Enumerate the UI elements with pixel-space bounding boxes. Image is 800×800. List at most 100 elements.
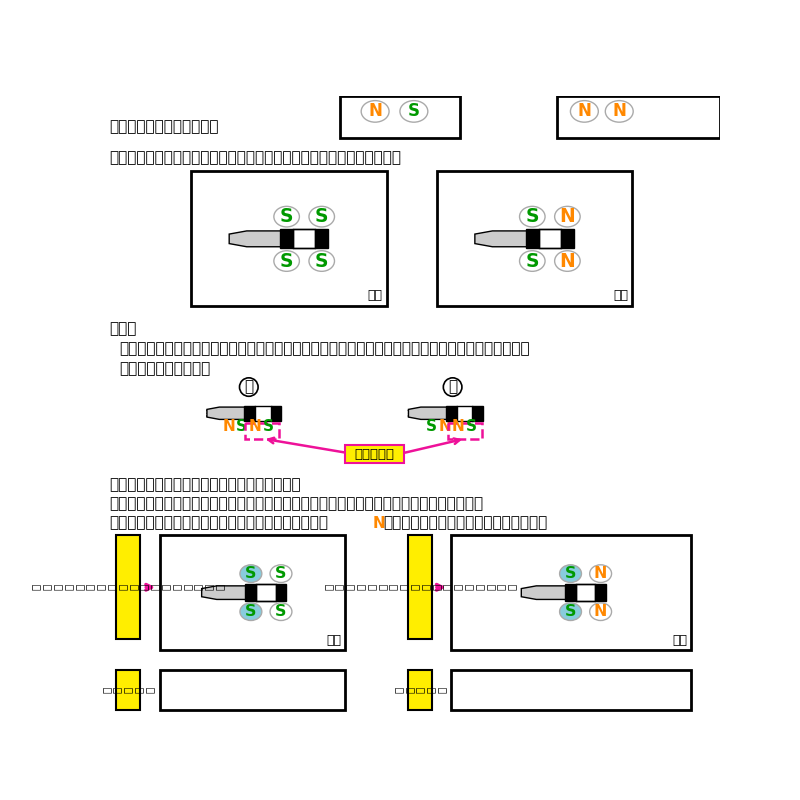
- Text: 鉄板: 鉄板: [673, 634, 687, 646]
- Ellipse shape: [559, 603, 582, 621]
- Text: S: S: [315, 207, 329, 226]
- Ellipse shape: [270, 565, 292, 582]
- Bar: [246, 585, 256, 601]
- Bar: [408, 670, 433, 710]
- Text: N: N: [578, 102, 591, 120]
- Text: 鉄板: 鉄板: [614, 290, 629, 302]
- Polygon shape: [207, 407, 246, 419]
- Ellipse shape: [570, 101, 598, 122]
- Text: S: S: [426, 419, 437, 434]
- Ellipse shape: [309, 250, 334, 271]
- Bar: [255, 406, 270, 421]
- Bar: [576, 585, 595, 601]
- Ellipse shape: [519, 250, 545, 271]
- Bar: [161, 535, 345, 650]
- Bar: [275, 585, 286, 601]
- Text: S: S: [315, 251, 329, 270]
- Text: N: N: [559, 207, 575, 226]
- Text: N: N: [368, 102, 382, 120]
- Ellipse shape: [361, 101, 389, 122]
- Ellipse shape: [590, 565, 611, 582]
- Text: S: S: [275, 566, 286, 581]
- Text: N: N: [594, 604, 607, 619]
- Text: S: S: [262, 419, 274, 434]
- Ellipse shape: [270, 603, 292, 621]
- Bar: [526, 230, 538, 248]
- Ellipse shape: [554, 206, 580, 227]
- Bar: [561, 230, 574, 248]
- Text: N: N: [438, 419, 451, 434]
- Bar: [595, 585, 606, 601]
- Text: 変わらない: 変わらない: [354, 447, 394, 461]
- Ellipse shape: [274, 206, 299, 227]
- Text: わかります。（右図参照）: わかります。（右図参照）: [110, 119, 219, 134]
- Text: S: S: [526, 207, 539, 226]
- Bar: [565, 585, 576, 601]
- Polygon shape: [475, 231, 527, 246]
- Text: S: S: [236, 419, 246, 434]
- Bar: [457, 406, 472, 421]
- Text: N: N: [249, 419, 262, 434]
- Text: （え）のつつは（あ）のつつに対して、つつの右侧の磁石の極は変わりませんが、左侧の磁石の極は: （え）のつつは（あ）のつつに対して、つつの右侧の磁石の極は変わりませんが、左侧の…: [119, 341, 530, 356]
- Bar: [115, 670, 140, 710]
- Bar: [558, 96, 720, 138]
- Text: S: S: [246, 566, 257, 581]
- Text: N: N: [452, 419, 465, 434]
- Text: 以上より、次の２通りになります。このうちの１つを書けば正解です。: 以上より、次の２通りになります。このうちの１つを書けば正解です。: [110, 150, 402, 165]
- Text: あ: あ: [244, 379, 254, 394]
- Bar: [191, 171, 386, 306]
- Ellipse shape: [240, 565, 262, 582]
- Text: N: N: [612, 102, 626, 120]
- Text: N: N: [594, 566, 607, 581]
- Text: ア
の
場
合
の
左
側
２
個
の
上
の
面
を
逆
に
し
た: ア の 場 合 の 左 側 ２ 個 の 上 の 面 を 逆 に し た: [31, 584, 225, 590]
- Ellipse shape: [606, 101, 634, 122]
- Polygon shape: [229, 231, 282, 246]
- Bar: [270, 406, 282, 421]
- Text: S: S: [275, 604, 286, 619]
- Text: S: S: [565, 566, 576, 581]
- Bar: [280, 230, 293, 248]
- Bar: [451, 535, 691, 650]
- Text: を
ア
の
右
の: を ア の 右 の: [102, 686, 154, 693]
- Text: N: N: [559, 251, 575, 270]
- Text: よって、次の４通りの置き方が考えられます。: よって、次の４通りの置き方が考えられます。: [110, 477, 301, 492]
- Bar: [472, 406, 483, 421]
- Bar: [408, 535, 433, 639]
- Text: イ
の
場
合
の
左
側
２
個
の
上
の
面
を
逆
に
し
た: イ の 場 合 の 左 側 ２ 個 の 上 の 面 を 逆 に し た: [323, 584, 517, 590]
- Ellipse shape: [559, 565, 582, 582]
- Bar: [538, 230, 561, 248]
- Text: N: N: [222, 419, 235, 434]
- Text: ・図７のアとイで、右侧の２個はそのままで、左侧の: ・図７のアとイで、右侧の２個はそのままで、左侧の: [110, 516, 328, 530]
- Ellipse shape: [309, 206, 334, 227]
- Text: （２）: （２）: [110, 322, 137, 337]
- Text: S: S: [565, 604, 576, 619]
- Text: 鉄板: 鉄板: [368, 290, 383, 302]
- Text: N: N: [373, 516, 386, 530]
- Bar: [115, 535, 140, 639]
- Ellipse shape: [240, 603, 262, 621]
- Text: 極の位置を右侧に置いた場合の２通り。: 極の位置を右侧に置いた場合の２通り。: [383, 516, 547, 530]
- Text: S: S: [280, 251, 294, 270]
- Ellipse shape: [519, 206, 545, 227]
- Text: S: S: [280, 207, 294, 226]
- Ellipse shape: [274, 250, 299, 271]
- FancyBboxPatch shape: [345, 445, 404, 463]
- Text: S: S: [526, 251, 539, 270]
- Text: 反対になっています。: 反対になっています。: [119, 362, 210, 377]
- Polygon shape: [202, 586, 246, 599]
- Text: S: S: [466, 419, 477, 434]
- Text: 鉄板: 鉄板: [326, 634, 341, 646]
- Bar: [451, 670, 691, 710]
- Text: え: え: [448, 379, 457, 394]
- Ellipse shape: [554, 250, 580, 271]
- Text: S: S: [246, 604, 257, 619]
- Text: を
イ
の
右
の: を イ の 右 の: [394, 686, 446, 693]
- Bar: [446, 406, 457, 421]
- Bar: [340, 96, 460, 138]
- Text: ・図７のアとイで、右侧の２個はそのままで、左侧２個の上の面を逆にした場合の２通り。: ・図７のアとイで、右侧の２個はそのままで、左侧２個の上の面を逆にした場合の２通り…: [110, 496, 483, 511]
- Text: S: S: [408, 102, 420, 120]
- Bar: [161, 670, 345, 710]
- Bar: [244, 406, 255, 421]
- Polygon shape: [522, 586, 566, 599]
- Ellipse shape: [590, 603, 611, 621]
